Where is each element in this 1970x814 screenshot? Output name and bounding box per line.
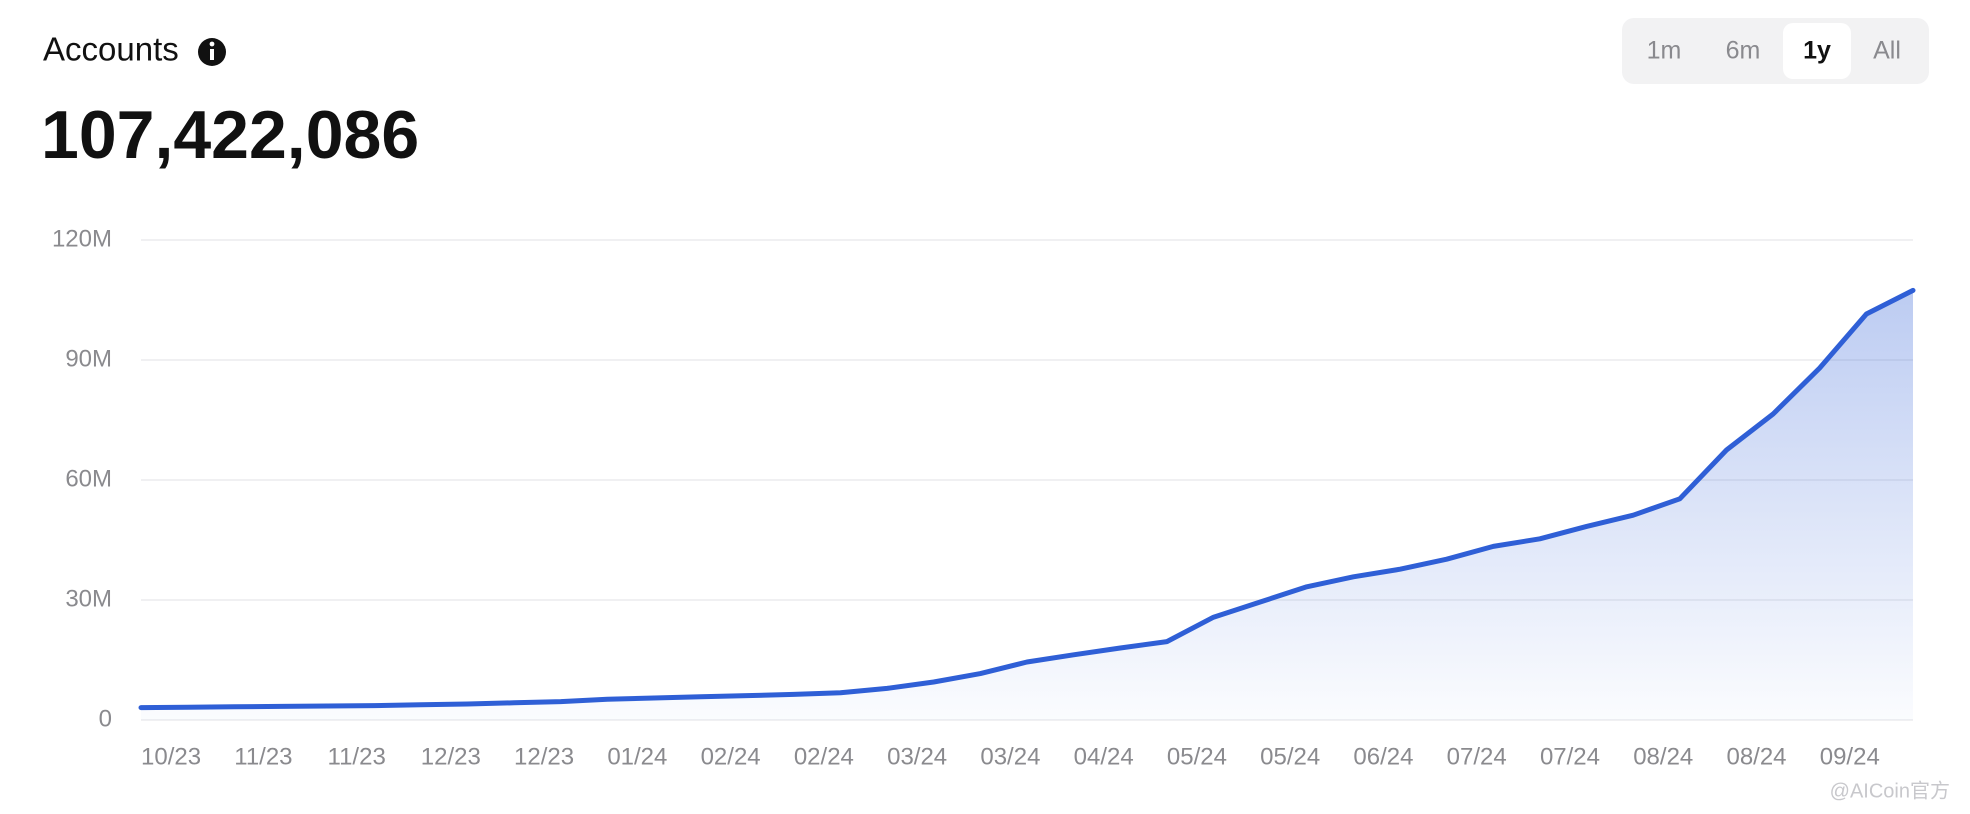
range-button[interactable]: 1m bbox=[1647, 37, 1682, 65]
y-tick-label: 0 bbox=[99, 705, 112, 732]
area bbox=[141, 290, 1913, 720]
x-tick-label: 01/24 bbox=[607, 743, 667, 770]
x-tick-label: 06/24 bbox=[1353, 743, 1413, 770]
watermark: @AICoin官方 bbox=[1830, 779, 1950, 802]
chart-title: Accounts bbox=[43, 31, 179, 68]
x-tick-label: 03/24 bbox=[980, 743, 1040, 770]
x-tick-label: 08/24 bbox=[1726, 743, 1786, 770]
x-tick-label: 12/23 bbox=[514, 743, 574, 770]
y-tick-label: 30M bbox=[65, 585, 112, 612]
x-tick-label: 02/24 bbox=[794, 743, 854, 770]
headline-value: 107,422,086 bbox=[41, 97, 419, 173]
x-tick-label: 08/24 bbox=[1633, 743, 1693, 770]
y-tick-label: 60M bbox=[65, 465, 112, 492]
x-tick-label: 02/24 bbox=[701, 743, 761, 770]
range-button[interactable]: 6m bbox=[1726, 37, 1761, 65]
x-tick-label: 10/23 bbox=[141, 743, 201, 770]
x-tick-label: 05/24 bbox=[1167, 743, 1227, 770]
range-selector bbox=[1622, 18, 1929, 84]
line bbox=[138, 287, 1916, 711]
y-tick-label: 120M bbox=[52, 225, 112, 252]
x-tick-label: 05/24 bbox=[1260, 743, 1320, 770]
x-tick-label: 04/24 bbox=[1074, 743, 1134, 770]
y-tick-label: 90M bbox=[65, 345, 112, 372]
range-button-selected[interactable] bbox=[1783, 23, 1851, 79]
x-tick-label: 12/23 bbox=[421, 743, 481, 770]
range-button[interactable]: 1y bbox=[1803, 37, 1831, 65]
x-tick-label: 11/23 bbox=[234, 743, 292, 770]
x-tick-label: 07/24 bbox=[1447, 743, 1507, 770]
x-tick-label: 07/24 bbox=[1540, 743, 1600, 770]
range-button[interactable]: All bbox=[1873, 37, 1901, 65]
x-tick-label: 11/23 bbox=[328, 743, 386, 770]
x-tick-label: 03/24 bbox=[887, 743, 947, 770]
x-tick-label: 09/24 bbox=[1820, 743, 1880, 770]
info-icon[interactable] bbox=[198, 38, 226, 66]
